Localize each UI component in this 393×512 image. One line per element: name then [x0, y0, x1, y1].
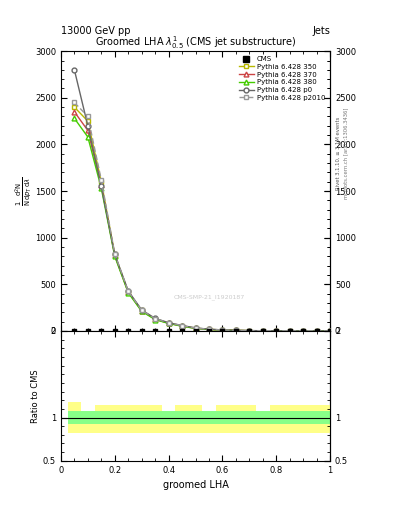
Legend: CMS, Pythia 6.428 350, Pythia 6.428 370, Pythia 6.428 380, Pythia 6.428 p0, Pyth: CMS, Pythia 6.428 350, Pythia 6.428 370,…	[237, 55, 327, 102]
Y-axis label: $\frac{1}{\mathrm{N}}\frac{\mathrm{d}^2\mathrm{N}}{\mathrm{d}p_T\,\mathrm{d}\lam: $\frac{1}{\mathrm{N}}\frac{\mathrm{d}^2\…	[13, 176, 33, 206]
X-axis label: groomed LHA: groomed LHA	[163, 480, 228, 490]
Text: CMS-SMP-21_I1920187: CMS-SMP-21_I1920187	[173, 294, 244, 300]
Title: Groomed LHA $\lambda^{1}_{0.5}$ (CMS jet substructure): Groomed LHA $\lambda^{1}_{0.5}$ (CMS jet…	[95, 34, 296, 51]
Text: Rivet 3.1.10, ≥ 3.1M events: Rivet 3.1.10, ≥ 3.1M events	[336, 117, 341, 190]
Text: mcplots.cern.ch [arXiv:1306.3436]: mcplots.cern.ch [arXiv:1306.3436]	[344, 108, 349, 199]
Text: Jets: Jets	[312, 26, 330, 36]
Y-axis label: Ratio to CMS: Ratio to CMS	[31, 369, 40, 423]
Text: 13000 GeV pp: 13000 GeV pp	[61, 26, 130, 36]
